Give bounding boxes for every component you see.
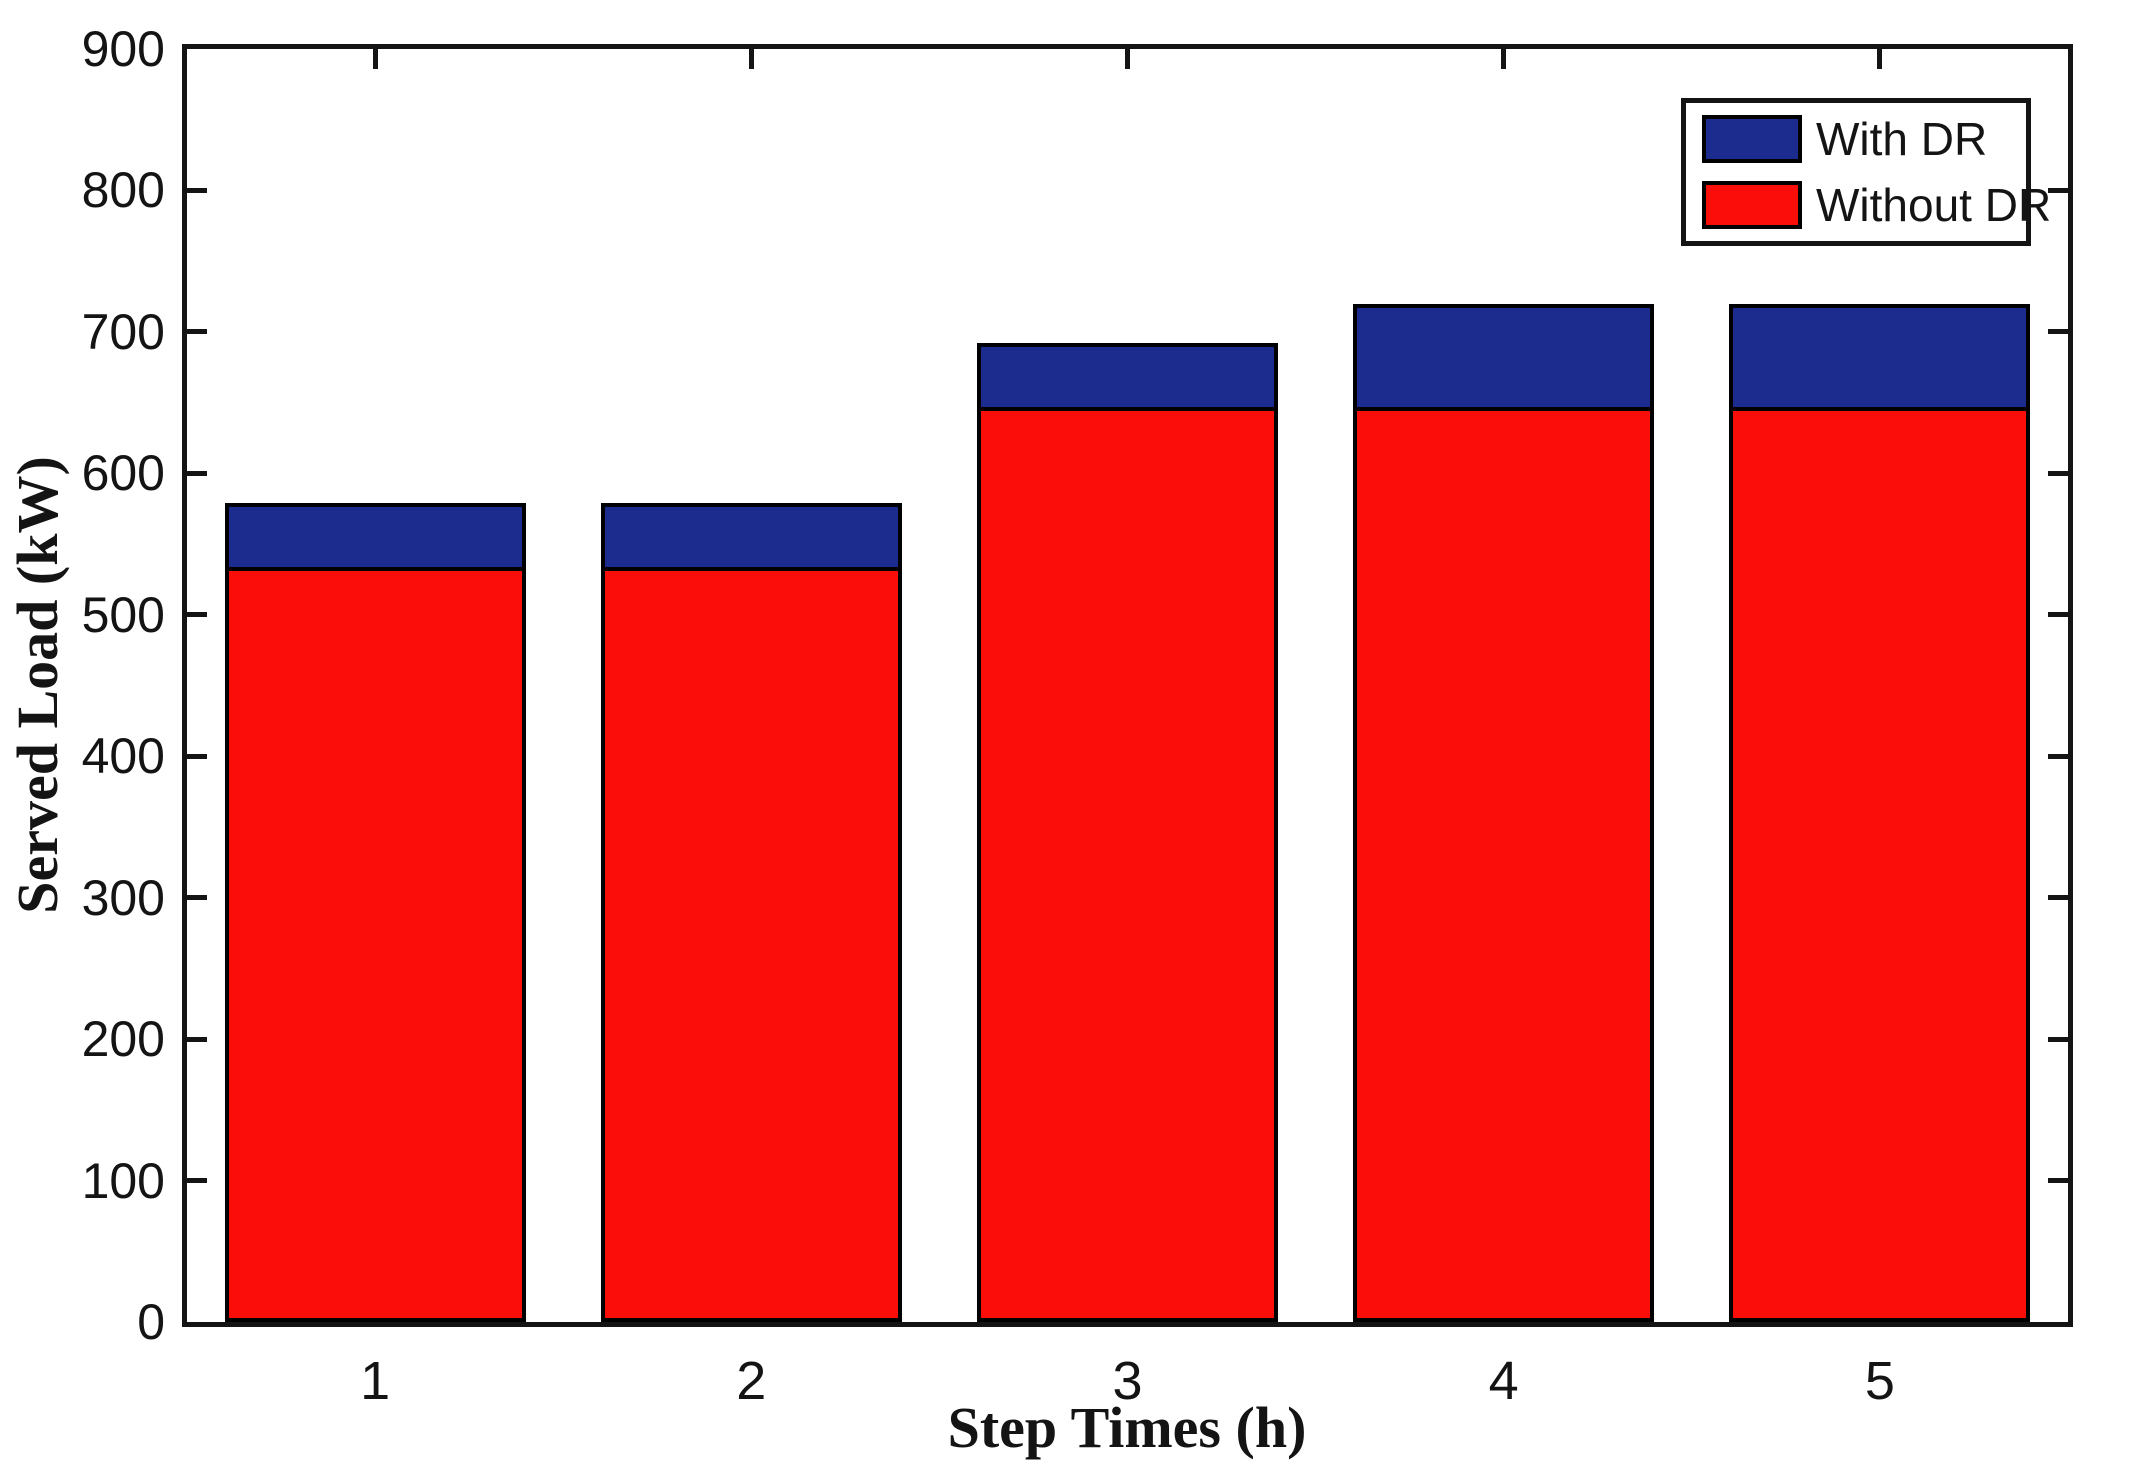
y-tick-label-300: 300 (81, 869, 165, 926)
x-tick-label-1: 1 (360, 1351, 391, 1411)
x-tick-top-1 (372, 49, 378, 69)
y-tick-left-400 (187, 753, 207, 759)
y-tick-right-600 (2048, 470, 2068, 476)
y-tick-right-500 (2048, 612, 2068, 618)
bar-without-dr-5 (1729, 406, 2031, 1322)
x-tick-top-3 (1125, 49, 1130, 69)
y-tick-label-900: 900 (81, 21, 165, 77)
legend-item-with-dr: With DR (1702, 115, 2026, 163)
bar-with-dr-2 (600, 503, 902, 571)
x-tick-label-4: 4 (1488, 1351, 1519, 1411)
y-tick-label-400: 400 (81, 728, 165, 785)
x-tick-top-5 (1877, 49, 1883, 69)
y-tick-left-300 (187, 895, 207, 901)
plot-area (182, 44, 2073, 1327)
y-tick-right-800 (2048, 187, 2068, 193)
x-tick-label-2: 2 (736, 1351, 767, 1411)
y-tick-label-0: 0 (137, 1294, 165, 1350)
y-tick-label-200: 200 (81, 1011, 165, 1068)
legend-label-with-dr: With DR (1816, 113, 1988, 165)
y-tick-right-300 (2048, 895, 2068, 901)
y-tick-left-100 (187, 1178, 207, 1184)
y-axis-label: Served Load (kW) (5, 456, 70, 914)
y-tick-label-700: 700 (81, 303, 165, 360)
y-tick-label-100: 100 (81, 1152, 165, 1209)
y-tick-left-200 (187, 1036, 207, 1042)
bar-without-dr-2 (600, 566, 902, 1322)
bar-with-dr-3 (977, 343, 1278, 411)
y-tick-right-100 (2048, 1178, 2068, 1184)
y-tick-label-800: 800 (81, 162, 165, 219)
legend-label-without-dr: Without DR (1816, 179, 2052, 231)
y-tick-left-700 (187, 329, 207, 335)
y-tick-right-200 (2048, 1036, 2068, 1042)
legend-item-without-dr: Without DR (1702, 181, 2051, 229)
x-axis-label: Step Times (h) (947, 1395, 1307, 1460)
legend: With DR Without DR (1681, 98, 2051, 246)
bar-without-dr-3 (977, 406, 1278, 1322)
y-tick-left-600 (187, 470, 207, 476)
y-tick-label-500: 500 (81, 586, 165, 643)
bar-with-dr-4 (1353, 303, 1655, 411)
x-tick-top-2 (748, 49, 754, 69)
x-tick-label-3: 3 (1112, 1351, 1143, 1411)
x-tick-label-5: 5 (1864, 1351, 1895, 1411)
bar-with-dr-5 (1729, 303, 2031, 411)
bar-without-dr-4 (1353, 406, 1655, 1322)
y-tick-right-400 (2048, 753, 2068, 759)
y-tick-left-800 (187, 187, 207, 193)
y-tick-right-700 (2048, 329, 2068, 335)
legend-swatch-without-dr (1702, 181, 1802, 229)
bar-with-dr-1 (224, 503, 526, 571)
bar-without-dr-1 (224, 566, 526, 1322)
legend-swatch-with-dr (1702, 115, 1802, 163)
y-tick-left-500 (187, 612, 207, 618)
y-tick-label-600: 600 (81, 445, 165, 502)
x-tick-top-4 (1501, 49, 1507, 69)
